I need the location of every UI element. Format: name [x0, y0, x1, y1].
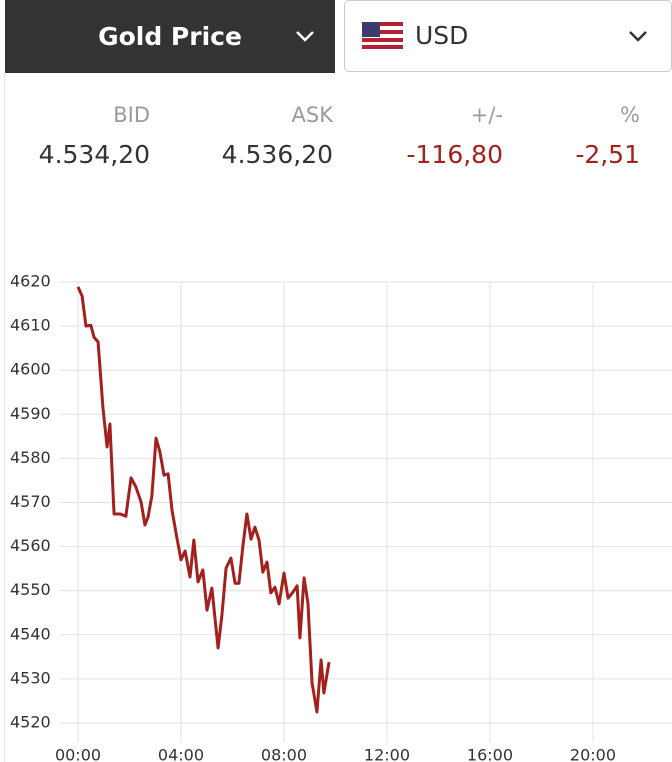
quote-value: -116,80: [407, 140, 504, 169]
quote-value: 4.536,20: [222, 140, 333, 169]
selector-button[interactable]: Gold Price: [5, 0, 335, 73]
y-tick-label: 4620: [10, 272, 51, 291]
us-flag: [362, 22, 403, 49]
y-tick-label: 4570: [10, 492, 51, 511]
quote-table: BID 4.534,20 ASK 4.536,20 +/- -116,80% -2,51: [39, 103, 640, 169]
quote-label: BID: [113, 103, 150, 127]
quote-label: ASK: [292, 103, 335, 127]
quote-value: -2,51: [575, 140, 640, 169]
y-tick-label: 4550: [10, 580, 51, 599]
chevron: [296, 31, 314, 42]
currency-select[interactable]: USD: [344, 0, 672, 72]
y-tick-label: 4580: [10, 448, 51, 467]
x-tick-label: 00:00: [55, 746, 101, 762]
y-tick-label: 4520: [10, 713, 51, 732]
y-tick-label: 4530: [10, 668, 51, 687]
y-tick-label: 4600: [10, 360, 51, 379]
x-tick-label: 20:00: [570, 746, 616, 762]
x-tick-label: 04:00: [158, 746, 204, 762]
selector-label[interactable]: Gold Price: [98, 22, 242, 51]
price-line: [76, 286, 331, 714]
x-tick-label: 12:00: [364, 746, 410, 762]
chart: 4520 4530 4540 4550 4560 4570 4580 4590 4600 4610…: [10, 272, 672, 762]
x-tick-label: 08:00: [261, 746, 307, 762]
currency-label[interactable]: USD: [415, 21, 468, 50]
quote-label: +/-: [471, 103, 503, 127]
selector-bg: [5, 0, 335, 73]
quote-label: %: [620, 103, 640, 127]
x-tick-label: 16:00: [467, 746, 513, 762]
chevron: [629, 31, 647, 42]
y-tick-label: 4610: [10, 316, 51, 335]
y-tick-label: 4540: [10, 624, 51, 643]
quote-value: 4.534,20: [39, 140, 150, 169]
y-tick-label: 4560: [10, 536, 51, 555]
y-tick-label: 4590: [10, 404, 51, 423]
